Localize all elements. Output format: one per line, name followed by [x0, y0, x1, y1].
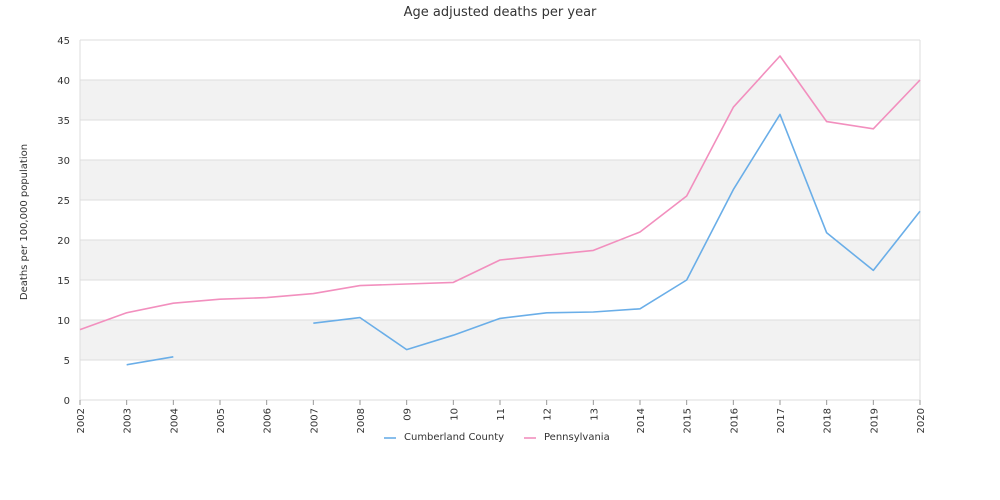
x-tick-label: 2008 — [356, 408, 367, 433]
x-tick-label: 09 — [403, 408, 414, 421]
x-tick-label: 12 — [543, 408, 554, 421]
x-tick-label: 2003 — [123, 408, 134, 433]
y-tick-label: 20 — [57, 236, 70, 247]
y-tick-label: 25 — [57, 196, 70, 207]
grid-band — [80, 320, 920, 360]
x-tick-label: 2014 — [636, 408, 647, 433]
series-line — [126, 113, 921, 366]
y-tick-label: 45 — [57, 36, 70, 47]
y-tick-label: 15 — [57, 276, 70, 287]
x-tick-label: 2005 — [216, 408, 227, 433]
x-tick-label: 2019 — [869, 408, 880, 433]
x-tick-label: 2015 — [683, 408, 694, 433]
legend-label: Pennsylvania — [544, 432, 610, 443]
series-lines — [79, 55, 921, 366]
y-tick-label: 0 — [64, 396, 70, 407]
x-tick-label: 2020 — [916, 408, 927, 433]
x-tick-label: 2018 — [823, 408, 834, 433]
legend: Cumberland County Pennsylvania — [384, 432, 610, 443]
x-axis: 2002 2003 2004 2005 2006 2007 2008 09 10 11 12 13 20… — [76, 400, 927, 433]
y-axis: 0 5 10 15 20 25 30 35 40 45 — [57, 36, 70, 407]
x-tick-label: 2004 — [169, 408, 180, 433]
x-tick-label: 10 — [449, 408, 460, 421]
x-tick-label: 2007 — [309, 408, 320, 433]
x-tick-label: 11 — [496, 408, 507, 421]
chart-title: Age adjusted deaths per year — [404, 5, 597, 20]
grid-band — [80, 80, 920, 120]
y-tick-label: 10 — [57, 316, 70, 327]
y-tick-label: 35 — [57, 116, 70, 127]
y-axis-label: Deaths per 100,000 population — [19, 144, 30, 300]
y-tick-label: 40 — [57, 76, 70, 87]
y-tick-label: 30 — [57, 156, 70, 167]
grid-band — [80, 160, 920, 200]
x-tick-label: 2016 — [729, 408, 740, 433]
x-tick-label: 2017 — [776, 408, 787, 433]
series-line — [79, 55, 921, 331]
x-tick-label: 2002 — [76, 408, 87, 433]
y-tick-label: 5 — [64, 356, 70, 367]
x-tick-label: 2006 — [263, 408, 274, 433]
x-tick-label: 13 — [589, 408, 600, 421]
legend-label: Cumberland County — [404, 432, 504, 443]
